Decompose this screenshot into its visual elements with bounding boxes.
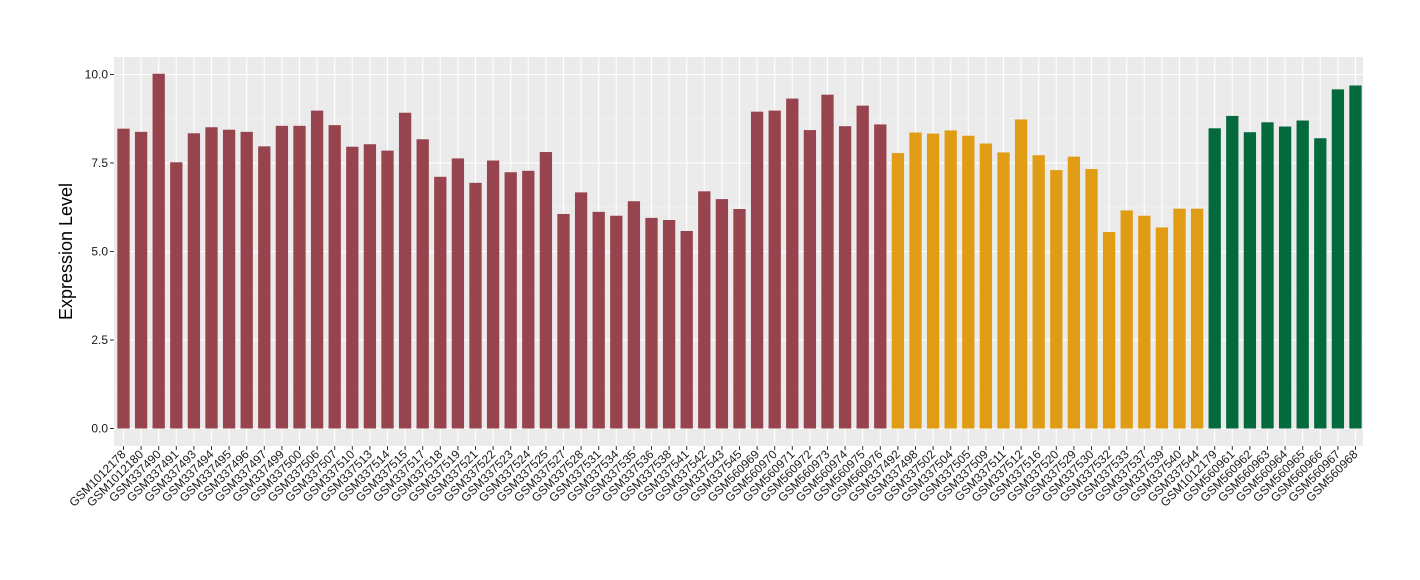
bar	[1190, 208, 1204, 429]
bar	[1243, 132, 1257, 429]
bar	[117, 128, 130, 429]
x-axis: GSM1012178GSM1012180GSM337490GSM337491GS…	[66, 446, 1361, 509]
y-tick-label: 5.0	[91, 245, 108, 259]
bar	[1349, 85, 1362, 429]
bar	[680, 230, 693, 429]
bar	[1085, 169, 1098, 429]
bar	[275, 125, 289, 429]
bar	[1226, 115, 1239, 429]
bar	[222, 129, 236, 429]
bar	[310, 110, 324, 429]
bar	[451, 158, 465, 429]
bar	[1296, 120, 1309, 429]
bar	[698, 191, 711, 429]
bar	[1208, 128, 1221, 429]
bar	[926, 133, 940, 429]
bars	[117, 73, 1362, 429]
bar	[997, 152, 1010, 429]
bar	[258, 146, 271, 429]
bar	[733, 209, 746, 429]
bar	[170, 162, 183, 429]
y-axis: 0.0 2.5 5.0 7.5 10.0	[85, 68, 114, 436]
bar	[838, 126, 852, 429]
bar	[786, 98, 799, 429]
bar	[574, 192, 588, 429]
bar	[856, 105, 869, 429]
bar	[1155, 227, 1169, 429]
bar	[522, 170, 535, 429]
bar	[381, 150, 394, 429]
bar	[1120, 210, 1133, 429]
bar	[1014, 119, 1028, 429]
bar	[134, 131, 148, 429]
bar	[363, 144, 377, 429]
bar	[504, 172, 517, 429]
bar	[1050, 170, 1063, 429]
bar	[627, 201, 641, 429]
bar	[874, 124, 887, 429]
bar	[821, 94, 834, 429]
bar	[1138, 215, 1151, 429]
bar	[768, 110, 781, 429]
bar	[469, 182, 482, 429]
bar	[592, 211, 605, 429]
y-axis-title: Expression Level	[56, 183, 76, 320]
bar	[891, 153, 905, 429]
bar	[205, 127, 218, 429]
bar	[328, 125, 341, 429]
bar	[962, 135, 975, 429]
bar	[803, 130, 817, 429]
bar	[645, 217, 658, 429]
bar	[293, 125, 306, 429]
bar	[398, 112, 412, 429]
bar	[486, 160, 500, 429]
y-tick-label: 2.5	[91, 333, 108, 347]
bar	[750, 111, 764, 429]
bar	[152, 73, 165, 429]
bar	[979, 143, 993, 429]
bar	[610, 215, 623, 429]
bar	[1314, 138, 1327, 429]
bar	[909, 132, 922, 429]
bar	[539, 152, 553, 429]
bar	[557, 213, 570, 429]
bar	[1173, 208, 1186, 429]
y-tick-label: 0.0	[91, 422, 108, 436]
bar	[1102, 232, 1116, 429]
bar	[715, 199, 729, 429]
bar	[416, 139, 429, 429]
bar	[346, 146, 359, 429]
y-tick-label: 7.5	[91, 156, 108, 170]
bar	[662, 219, 676, 429]
bar	[240, 131, 253, 429]
bar	[1331, 89, 1345, 429]
bar	[1261, 122, 1274, 429]
bar	[944, 130, 957, 429]
bar	[434, 176, 447, 429]
bar	[1278, 126, 1292, 429]
bar	[1032, 155, 1045, 429]
bar	[1067, 156, 1081, 429]
y-tick-label: 10.0	[85, 68, 109, 82]
bar	[187, 133, 201, 429]
